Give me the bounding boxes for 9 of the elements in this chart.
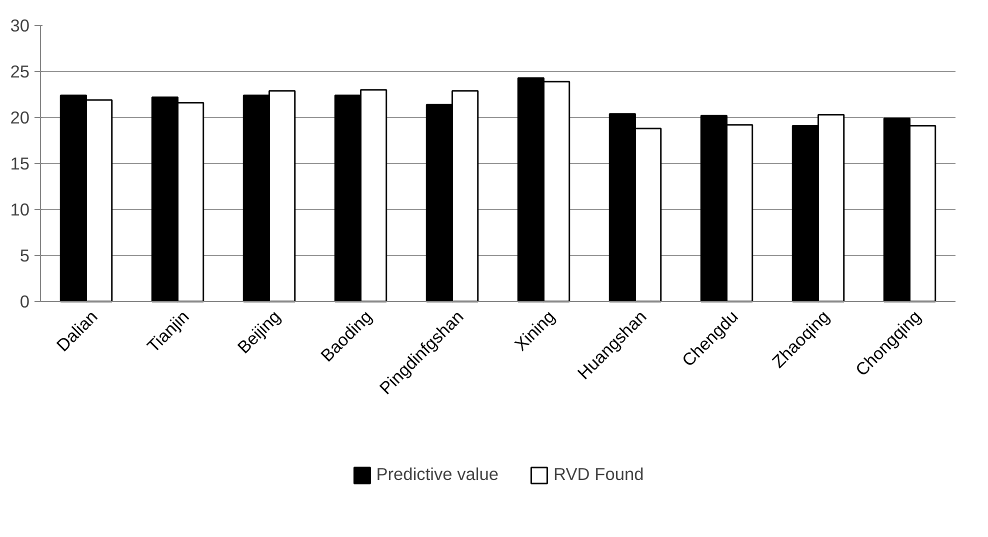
y-tick-label: 30: [10, 16, 30, 36]
legend-label: Predictive value: [376, 464, 499, 485]
y-tick-label: 5: [20, 246, 30, 266]
y-tick-label: 25: [10, 62, 30, 82]
y-tick-label: 10: [10, 200, 30, 220]
legend-label: RVD Found: [554, 464, 644, 485]
y-tick-label: 15: [10, 154, 30, 174]
y-tick-label: 0: [20, 292, 30, 312]
y-tick-label: 20: [10, 108, 30, 128]
